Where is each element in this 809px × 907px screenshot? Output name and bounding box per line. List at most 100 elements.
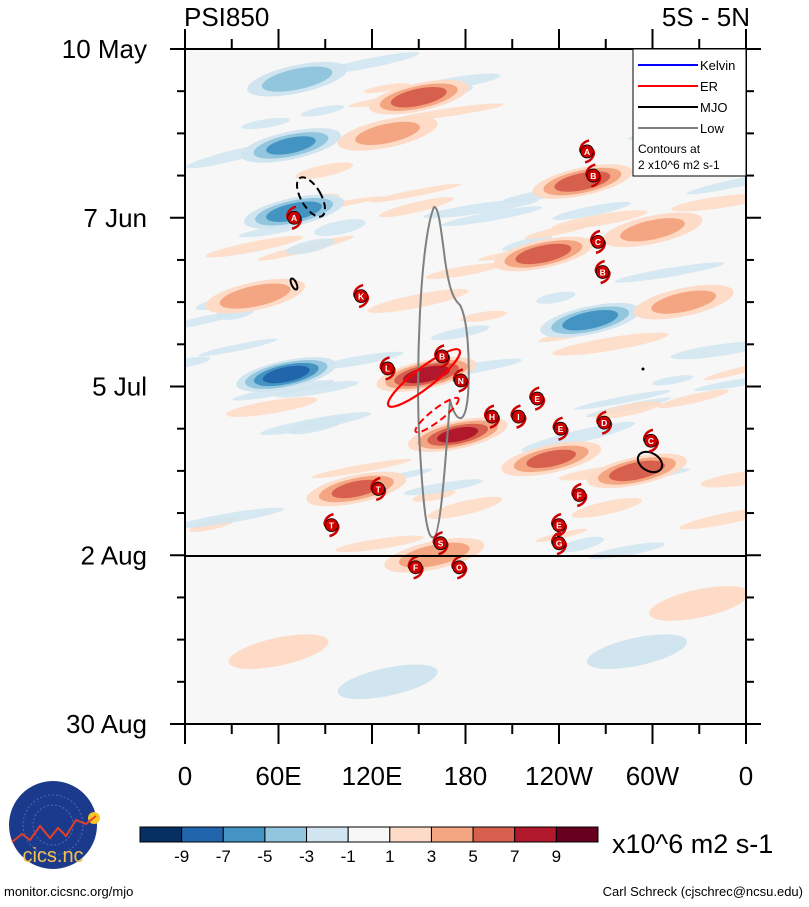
storm-id: K bbox=[358, 291, 365, 301]
anomaly-streak bbox=[379, 197, 454, 218]
anomaly-streak bbox=[239, 225, 298, 238]
chart-title-right: 5S - 5N bbox=[662, 2, 750, 32]
anomaly-blob bbox=[649, 586, 746, 621]
anomaly-blob bbox=[337, 664, 438, 700]
storm-id: B bbox=[600, 267, 606, 277]
storm-id: B bbox=[439, 352, 445, 362]
anomaly-streak bbox=[285, 238, 335, 255]
storm-id: S bbox=[438, 538, 444, 548]
storm-id: I bbox=[517, 412, 519, 422]
anomaly-streak bbox=[552, 332, 669, 356]
storm-id: T bbox=[376, 484, 382, 494]
storm-circle bbox=[324, 518, 339, 533]
storm-id: B bbox=[590, 171, 596, 181]
anomaly-streak bbox=[260, 412, 372, 436]
anomaly-blob bbox=[620, 218, 685, 242]
anomaly-streak bbox=[536, 291, 576, 304]
colorbar-tick-label: -1 bbox=[341, 847, 356, 866]
colorbar-tick-label: -5 bbox=[257, 847, 272, 866]
anomaly-blob bbox=[262, 365, 310, 384]
storm-marker: L bbox=[379, 356, 396, 381]
storm-id: L bbox=[385, 364, 390, 374]
anomaly-streak bbox=[460, 310, 508, 322]
colorbar-swatch bbox=[347, 826, 391, 843]
anomaly-streak bbox=[574, 390, 671, 410]
anomaly-streak bbox=[657, 389, 729, 408]
logo-text: cics.nc bbox=[22, 845, 83, 867]
storm-circle bbox=[435, 349, 450, 364]
storm-marker: F bbox=[571, 482, 588, 508]
storm-id: F bbox=[577, 490, 582, 500]
colorbar-swatch bbox=[139, 826, 183, 843]
storm-circle bbox=[644, 433, 658, 448]
x-tick-label: 0 bbox=[178, 761, 192, 791]
legend-label: ER bbox=[700, 79, 718, 94]
colorbar-swatch bbox=[472, 826, 516, 843]
er-contour-positive bbox=[386, 348, 462, 408]
storm-marker: E bbox=[552, 416, 569, 441]
anomaly-streak bbox=[593, 401, 661, 419]
storm-id: H bbox=[489, 412, 495, 422]
y-tick-label: 7 Jun bbox=[83, 203, 147, 233]
anomaly-blob bbox=[526, 449, 576, 469]
anomaly-blob bbox=[331, 479, 382, 499]
storm-circle bbox=[408, 560, 423, 575]
x-tick-label: 180 bbox=[444, 761, 487, 791]
legend-box bbox=[632, 48, 747, 177]
colorbar-tick-label: -7 bbox=[216, 847, 231, 866]
storm-marker: E bbox=[551, 512, 567, 538]
colorbar-swatch bbox=[181, 826, 224, 843]
storm-marker: C bbox=[642, 428, 659, 453]
x-tick-label: 60W bbox=[626, 761, 680, 791]
anomaly-streak bbox=[557, 536, 605, 553]
storm-circle bbox=[485, 409, 499, 424]
mjo-contour-negative bbox=[296, 176, 326, 218]
storm-marker: K bbox=[353, 283, 370, 309]
storm-circle bbox=[552, 536, 566, 551]
x-tick-label: 60E bbox=[255, 761, 301, 791]
anomaly-streak bbox=[205, 235, 304, 258]
colorbar-tick-label: 3 bbox=[427, 847, 436, 866]
mjo-contour-small bbox=[289, 277, 299, 291]
anomaly-streak bbox=[614, 262, 725, 283]
storm-marker: E bbox=[529, 386, 546, 411]
anomaly-streak bbox=[363, 83, 410, 93]
footer-url[interactable]: monitor.cicsnc.org/mjo bbox=[4, 884, 134, 899]
anomaly-streak bbox=[427, 496, 503, 519]
chart-title-left: PSI850 bbox=[184, 2, 269, 32]
colorbar-tick-label: -9 bbox=[174, 847, 189, 866]
storm-circle bbox=[354, 289, 368, 303]
storm-id: A bbox=[584, 147, 590, 157]
y-tick-label: 5 Jul bbox=[92, 372, 147, 402]
storm-circle bbox=[591, 234, 605, 249]
anomaly-streak bbox=[686, 171, 746, 195]
anomaly-streak bbox=[524, 220, 600, 240]
x-tick-label: 120E bbox=[342, 761, 403, 791]
anomaly-streak bbox=[441, 206, 543, 227]
storm-circle bbox=[530, 391, 545, 406]
storm-circle bbox=[380, 361, 395, 376]
anomaly-field bbox=[205, 61, 746, 700]
mjo-contour-positive bbox=[636, 450, 664, 474]
anomaly-blob bbox=[651, 290, 717, 314]
colorbar: -9 -7 -5 -3 -1 1 3 5 7 9 bbox=[139, 826, 599, 866]
storm-circle bbox=[371, 482, 386, 496]
anomaly-streak bbox=[300, 104, 345, 117]
legend: Kelvin ER MJO Low Contours at 2 x10^6 m2 s-… bbox=[632, 48, 747, 177]
colorbar-tick-label: 9 bbox=[552, 847, 561, 866]
storm-marker: A bbox=[579, 139, 596, 164]
storm-id: C bbox=[648, 436, 654, 446]
storm-id: D bbox=[601, 418, 607, 428]
axis-ticks bbox=[170, 29, 761, 744]
colorbar-swatch bbox=[555, 826, 599, 843]
storm-marker: T bbox=[370, 476, 387, 502]
storm-marker: N bbox=[452, 368, 469, 393]
legend-note-line1: Contours at bbox=[638, 142, 701, 156]
anomaly-streak bbox=[703, 361, 746, 381]
storm-marker: B bbox=[434, 344, 451, 369]
colorbar-swatch bbox=[306, 826, 349, 843]
anomaly-streak bbox=[311, 458, 412, 479]
storm-circle bbox=[597, 415, 612, 430]
storm-marker: D bbox=[596, 410, 613, 435]
